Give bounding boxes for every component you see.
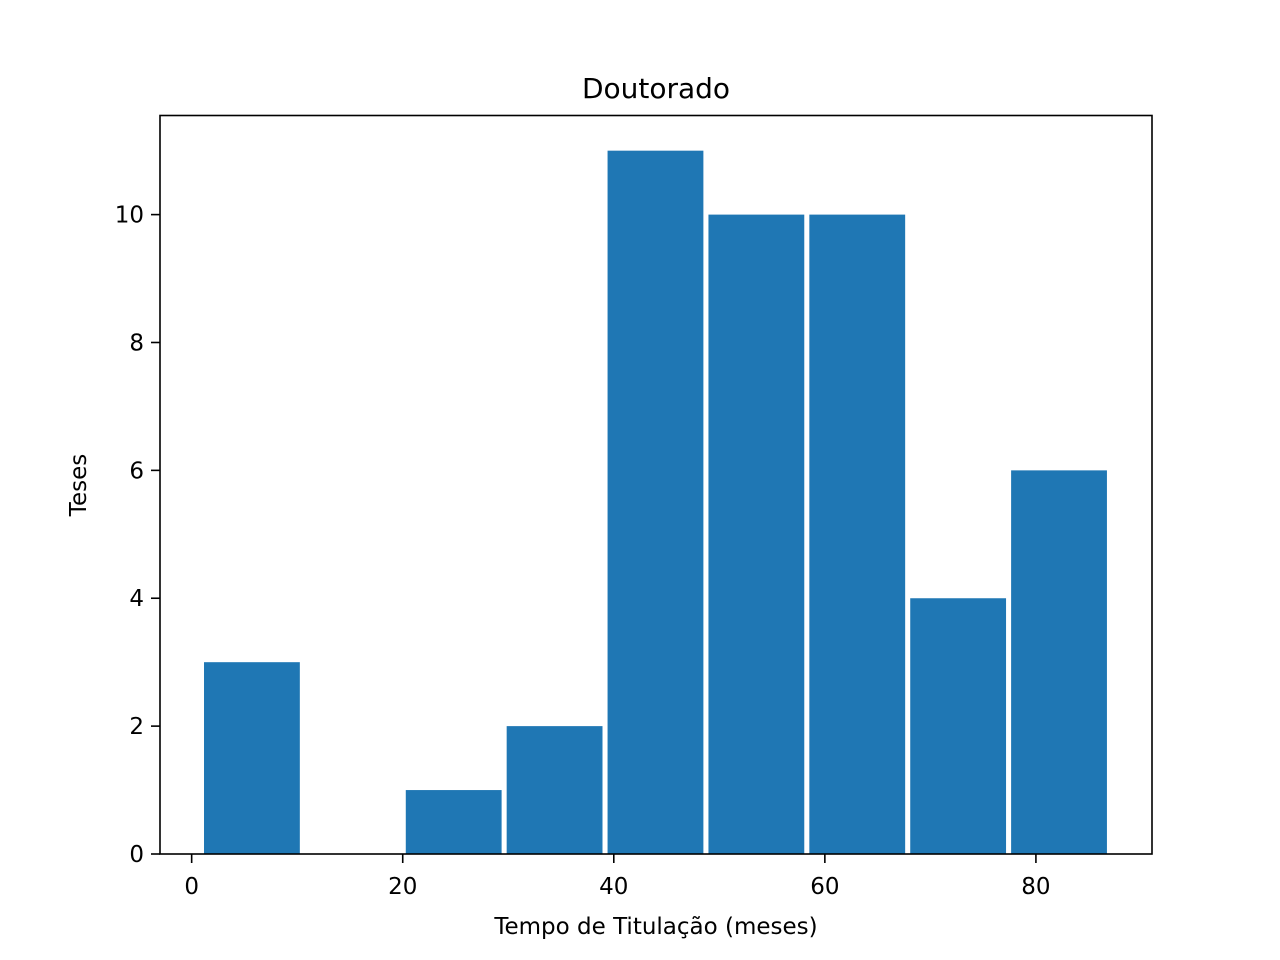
histogram-bar-4 (607, 150, 704, 854)
histogram-bar-6 (809, 214, 906, 854)
histogram-bar-3 (506, 726, 603, 854)
y-axis-label: Teses (66, 454, 92, 517)
histogram-bar-0 (204, 662, 300, 854)
histogram-bar-8 (1011, 470, 1107, 854)
y-tick-label: 6 (129, 458, 144, 484)
bars-group (204, 150, 1107, 854)
x-tick-label: 20 (388, 874, 417, 900)
y-tick-label: 10 (115, 203, 144, 229)
y-tick-label: 4 (129, 586, 144, 612)
x-axis-label: Tempo de Titulação (meses) (493, 914, 817, 940)
x-tick-label: 60 (810, 874, 839, 900)
x-axis: 0 20 40 60 80 (184, 854, 1051, 900)
histogram-bar-5 (708, 214, 805, 854)
plot-frame (159, 114, 1153, 855)
y-tick-label: 0 (129, 842, 144, 868)
y-tick-label: 2 (129, 714, 144, 740)
y-tick-label: 8 (129, 330, 144, 356)
x-tick-label: 0 (184, 874, 199, 900)
chart-title: Doutorado (582, 72, 730, 105)
histogram-bar-7 (910, 598, 1007, 854)
x-tick-label: 40 (599, 874, 628, 900)
x-tick-label: 80 (1021, 874, 1050, 900)
histogram-bar-2 (405, 790, 502, 854)
y-axis: 0 2 4 6 8 10 (115, 203, 160, 868)
